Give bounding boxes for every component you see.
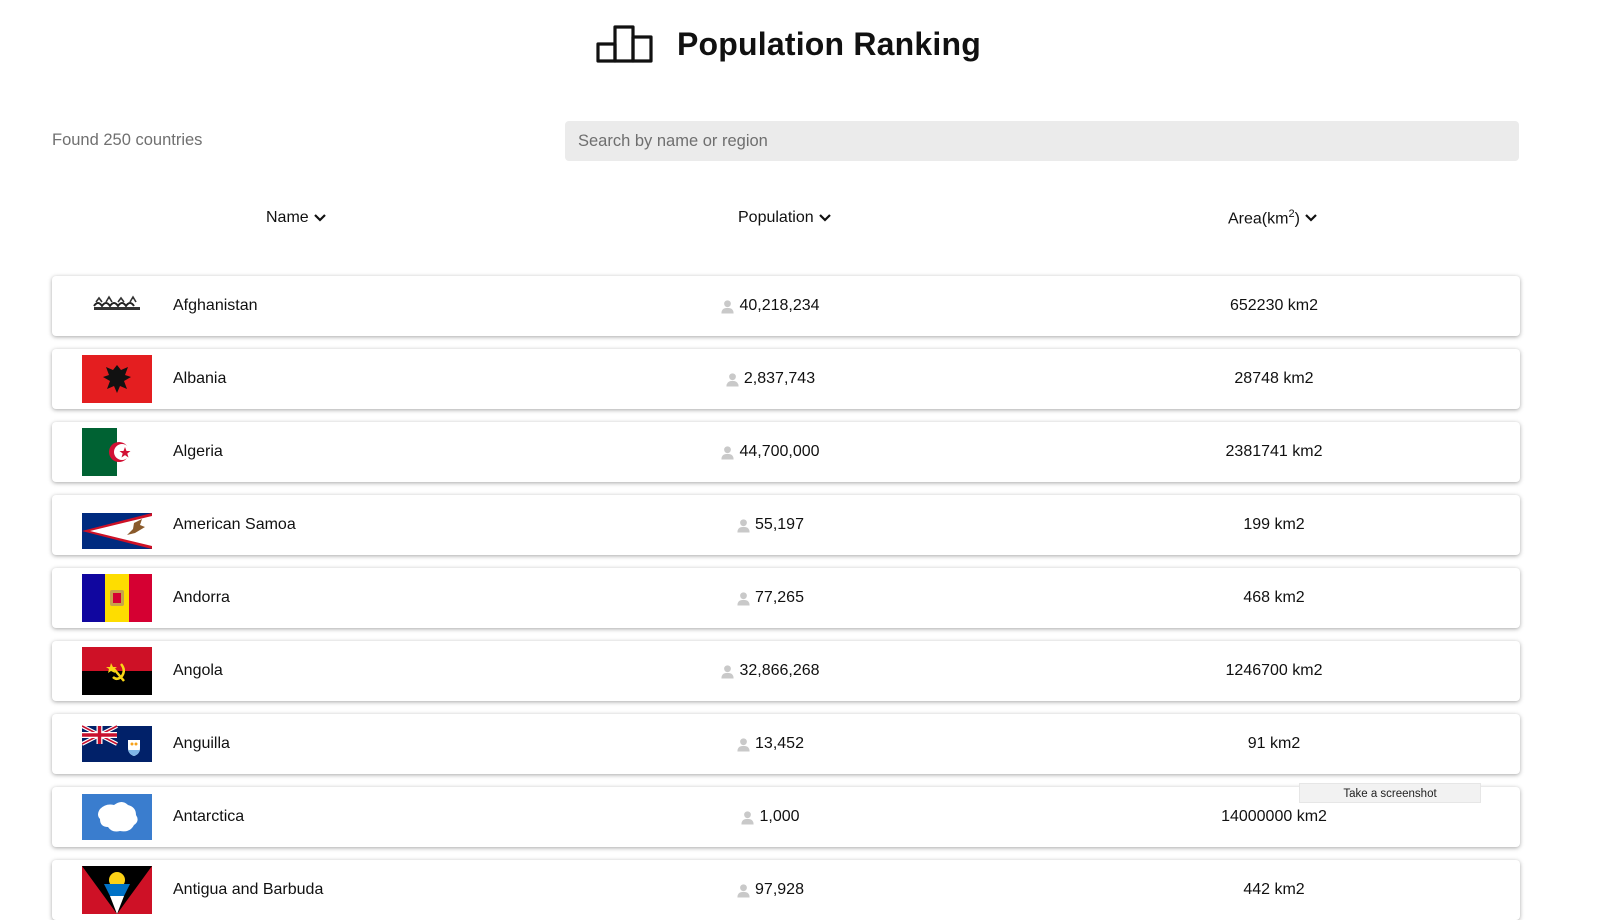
page-title: Population Ranking [676, 25, 982, 62]
population-cell: 32,866,268 [650, 662, 890, 680]
sort-by-population-button[interactable]: Population [738, 209, 832, 227]
antigua-and-barbuda-flag [82, 866, 152, 914]
population-cell: 55,197 [650, 516, 890, 534]
country-row[interactable]: Antigua and Barbuda 97,928 442 km2 [52, 860, 1520, 920]
area-value: 652230 km2 [1229, 297, 1319, 314]
population-cell: 97,928 [650, 881, 890, 899]
country-name: Andorra [173, 589, 230, 606]
person-icon [737, 518, 750, 533]
afghanistan-flag [82, 282, 152, 330]
population-value: 2,837,743 [743, 370, 816, 387]
person-icon [721, 299, 735, 314]
country-row[interactable]: Andorra 77,265 468 km2 [52, 568, 1520, 628]
country-row[interactable]: American Samoa 55,197 199 km2 [52, 495, 1520, 555]
population-cell: 77,265 [650, 589, 890, 607]
andorra-flag [82, 574, 152, 622]
country-row[interactable]: Antarctica 1,000 14000000 km2 [52, 787, 1520, 847]
search-box[interactable] [565, 121, 1519, 161]
person-icon [726, 372, 739, 387]
column-header-area: Area(km2) [1228, 208, 1300, 228]
person-icon [737, 883, 750, 898]
algeria-flag [82, 428, 152, 476]
person-icon [737, 737, 750, 752]
person-icon [721, 664, 735, 679]
podium-icon [596, 25, 653, 63]
antarctica-flag [82, 793, 152, 841]
person-icon [721, 445, 735, 460]
population-value: 55,197 [755, 516, 804, 533]
population-value: 1,000 [759, 808, 800, 825]
area-value: 14000000 km2 [1221, 808, 1327, 825]
chevron-down-icon [1305, 214, 1317, 222]
angola-flag [82, 647, 152, 695]
population-cell: 13,452 [650, 735, 890, 753]
country-name: Antigua and Barbuda [173, 881, 324, 898]
screenshot-tooltip: Take a screenshot [1299, 783, 1481, 803]
country-name: Angola [173, 662, 223, 679]
country-name: Algeria [173, 443, 223, 460]
american-samoa-flag [82, 501, 152, 549]
area-value: 442 km2 [1243, 881, 1305, 898]
search-input[interactable] [576, 130, 1519, 152]
results-count: Found 250 countries [52, 131, 203, 149]
anguilla-flag [82, 720, 152, 768]
sort-by-name-button[interactable]: Name [266, 209, 327, 227]
country-row[interactable]: Anguilla 13,452 91 km2 [52, 714, 1520, 774]
area-value: 28748 km2 [1234, 370, 1314, 387]
column-header-population: Population [738, 209, 814, 226]
population-value: 40,218,234 [739, 297, 820, 314]
chevron-down-icon [313, 214, 326, 222]
person-icon [737, 591, 750, 606]
population-cell: 2,837,743 [650, 370, 890, 388]
country-row[interactable]: Algeria 44,700,000 2381741 km2 [52, 422, 1520, 482]
population-value: 44,700,000 [739, 443, 820, 460]
chevron-down-icon [818, 214, 831, 222]
albania-flag [82, 355, 152, 403]
country-row[interactable]: Albania 2,837,743 28748 km2 [52, 349, 1520, 409]
area-value: 2381741 km2 [1225, 443, 1323, 460]
country-name: Antarctica [173, 808, 245, 825]
country-name: Anguilla [173, 735, 230, 752]
population-cell: 40,218,234 [650, 297, 890, 315]
country-name: Afghanistan [173, 297, 258, 314]
area-value: 468 km2 [1243, 589, 1305, 606]
person-icon [741, 810, 755, 825]
sort-by-area-button[interactable]: Area(km2) [1228, 208, 1318, 228]
population-value: 97,928 [755, 881, 804, 898]
population-value: 77,265 [755, 589, 804, 606]
population-cell: 1,000 [650, 808, 890, 826]
country-name: American Samoa [173, 516, 296, 533]
population-cell: 44,700,000 [650, 443, 890, 461]
country-row[interactable]: Afghanistan 40,218,234 652230 km2 [52, 276, 1520, 336]
population-value: 13,452 [755, 735, 804, 752]
area-value: 1246700 km2 [1225, 662, 1323, 679]
population-value: 32,866,268 [739, 662, 820, 679]
column-header-name: Name [266, 209, 309, 226]
area-value: 199 km2 [1243, 516, 1305, 533]
country-row[interactable]: Angola 32,866,268 1246700 km2 [52, 641, 1520, 701]
country-name: Albania [173, 370, 227, 387]
area-value: 91 km2 [1247, 735, 1301, 752]
page-header: Population Ranking [0, 14, 1616, 74]
